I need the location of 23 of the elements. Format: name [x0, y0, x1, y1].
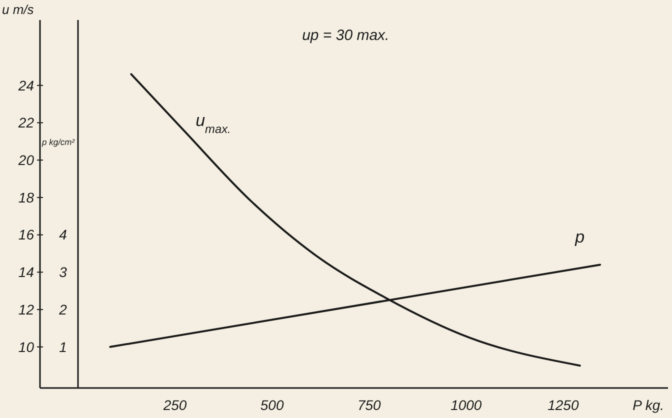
- y-tick-label: 10: [18, 338, 34, 355]
- text: up = 30 max.: [302, 27, 390, 44]
- y2-tick-label: 2: [58, 301, 68, 318]
- y-tick-label: 24: [17, 77, 34, 94]
- y2-tick-label: 4: [59, 226, 68, 243]
- y2-tick-label: 1: [59, 338, 67, 355]
- y2-axis-title: p kg/cm²: [41, 136, 76, 147]
- y-tick-label: 12: [18, 301, 34, 318]
- x-axis-title: P kg.: [632, 397, 664, 413]
- y2-tick-label: 3: [59, 264, 68, 280]
- y-tick-label: 14: [18, 264, 34, 280]
- y-tick-label: 20: [17, 152, 34, 168]
- y-tick-label: 22: [17, 114, 34, 131]
- y-axis-title: u m/s: [2, 2, 34, 17]
- series-label: p: [574, 228, 585, 247]
- x-tick-label: 1250: [548, 397, 579, 413]
- x-tick-label: 750: [357, 397, 382, 413]
- series-label: u$_{max.}$: [196, 111, 231, 136]
- x-tick-label: 500: [260, 397, 284, 413]
- x-tick-label: 1000: [450, 397, 482, 413]
- x-tick-label: 250: [162, 397, 187, 413]
- y-tick-label: 16: [18, 226, 34, 243]
- y-tick-label: 18: [18, 189, 34, 206]
